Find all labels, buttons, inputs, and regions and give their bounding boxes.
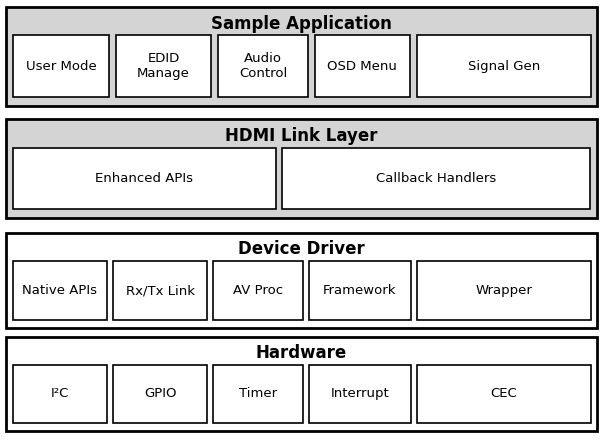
FancyBboxPatch shape — [113, 261, 207, 320]
FancyBboxPatch shape — [213, 261, 303, 320]
Text: Interrupt: Interrupt — [330, 388, 390, 400]
FancyBboxPatch shape — [116, 35, 211, 97]
Text: Signal Gen: Signal Gen — [468, 59, 540, 73]
Text: Framework: Framework — [323, 284, 397, 297]
FancyBboxPatch shape — [6, 7, 597, 106]
FancyBboxPatch shape — [13, 35, 109, 97]
Text: Device Driver: Device Driver — [238, 241, 365, 258]
FancyBboxPatch shape — [13, 261, 107, 320]
Text: Enhanced APIs: Enhanced APIs — [95, 172, 194, 185]
FancyBboxPatch shape — [213, 365, 303, 423]
FancyBboxPatch shape — [6, 233, 597, 328]
Text: AV Proc: AV Proc — [233, 284, 283, 297]
Text: Wrapper: Wrapper — [476, 284, 532, 297]
FancyBboxPatch shape — [315, 35, 410, 97]
FancyBboxPatch shape — [6, 337, 597, 431]
FancyBboxPatch shape — [6, 119, 597, 218]
FancyBboxPatch shape — [417, 365, 591, 423]
Text: Callback Handlers: Callback Handlers — [376, 172, 496, 185]
FancyBboxPatch shape — [282, 147, 590, 209]
Text: Hardware: Hardware — [256, 344, 347, 362]
Text: Audio
Control: Audio Control — [239, 52, 287, 80]
Text: User Mode: User Mode — [25, 59, 96, 73]
Text: Timer: Timer — [239, 388, 277, 400]
FancyBboxPatch shape — [309, 365, 411, 423]
Text: HDMI Link Layer: HDMI Link Layer — [226, 128, 377, 145]
FancyBboxPatch shape — [417, 35, 591, 97]
FancyBboxPatch shape — [13, 147, 276, 209]
FancyBboxPatch shape — [417, 261, 591, 320]
Text: Rx/Tx Link: Rx/Tx Link — [125, 284, 195, 297]
FancyBboxPatch shape — [309, 261, 411, 320]
Text: Native APIs: Native APIs — [22, 284, 98, 297]
Text: OSD Menu: OSD Menu — [327, 59, 397, 73]
Text: EDID
Manage: EDID Manage — [137, 52, 190, 80]
FancyBboxPatch shape — [113, 365, 207, 423]
Text: I²C: I²C — [51, 388, 69, 400]
FancyBboxPatch shape — [13, 365, 107, 423]
Text: Sample Application: Sample Application — [211, 15, 392, 33]
FancyBboxPatch shape — [218, 35, 308, 97]
Text: GPIO: GPIO — [144, 388, 176, 400]
Text: CEC: CEC — [491, 388, 517, 400]
